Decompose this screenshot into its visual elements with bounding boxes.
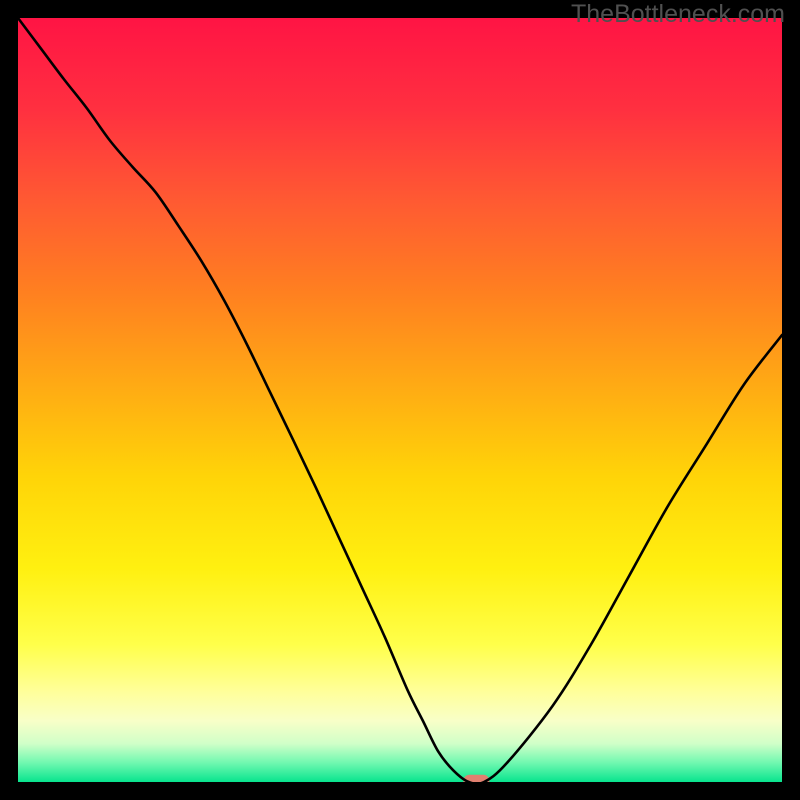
plot-area [18,18,782,782]
chart-frame: TheBottleneck.com [0,0,800,800]
plot-svg [18,18,782,782]
chart-background [18,18,782,782]
